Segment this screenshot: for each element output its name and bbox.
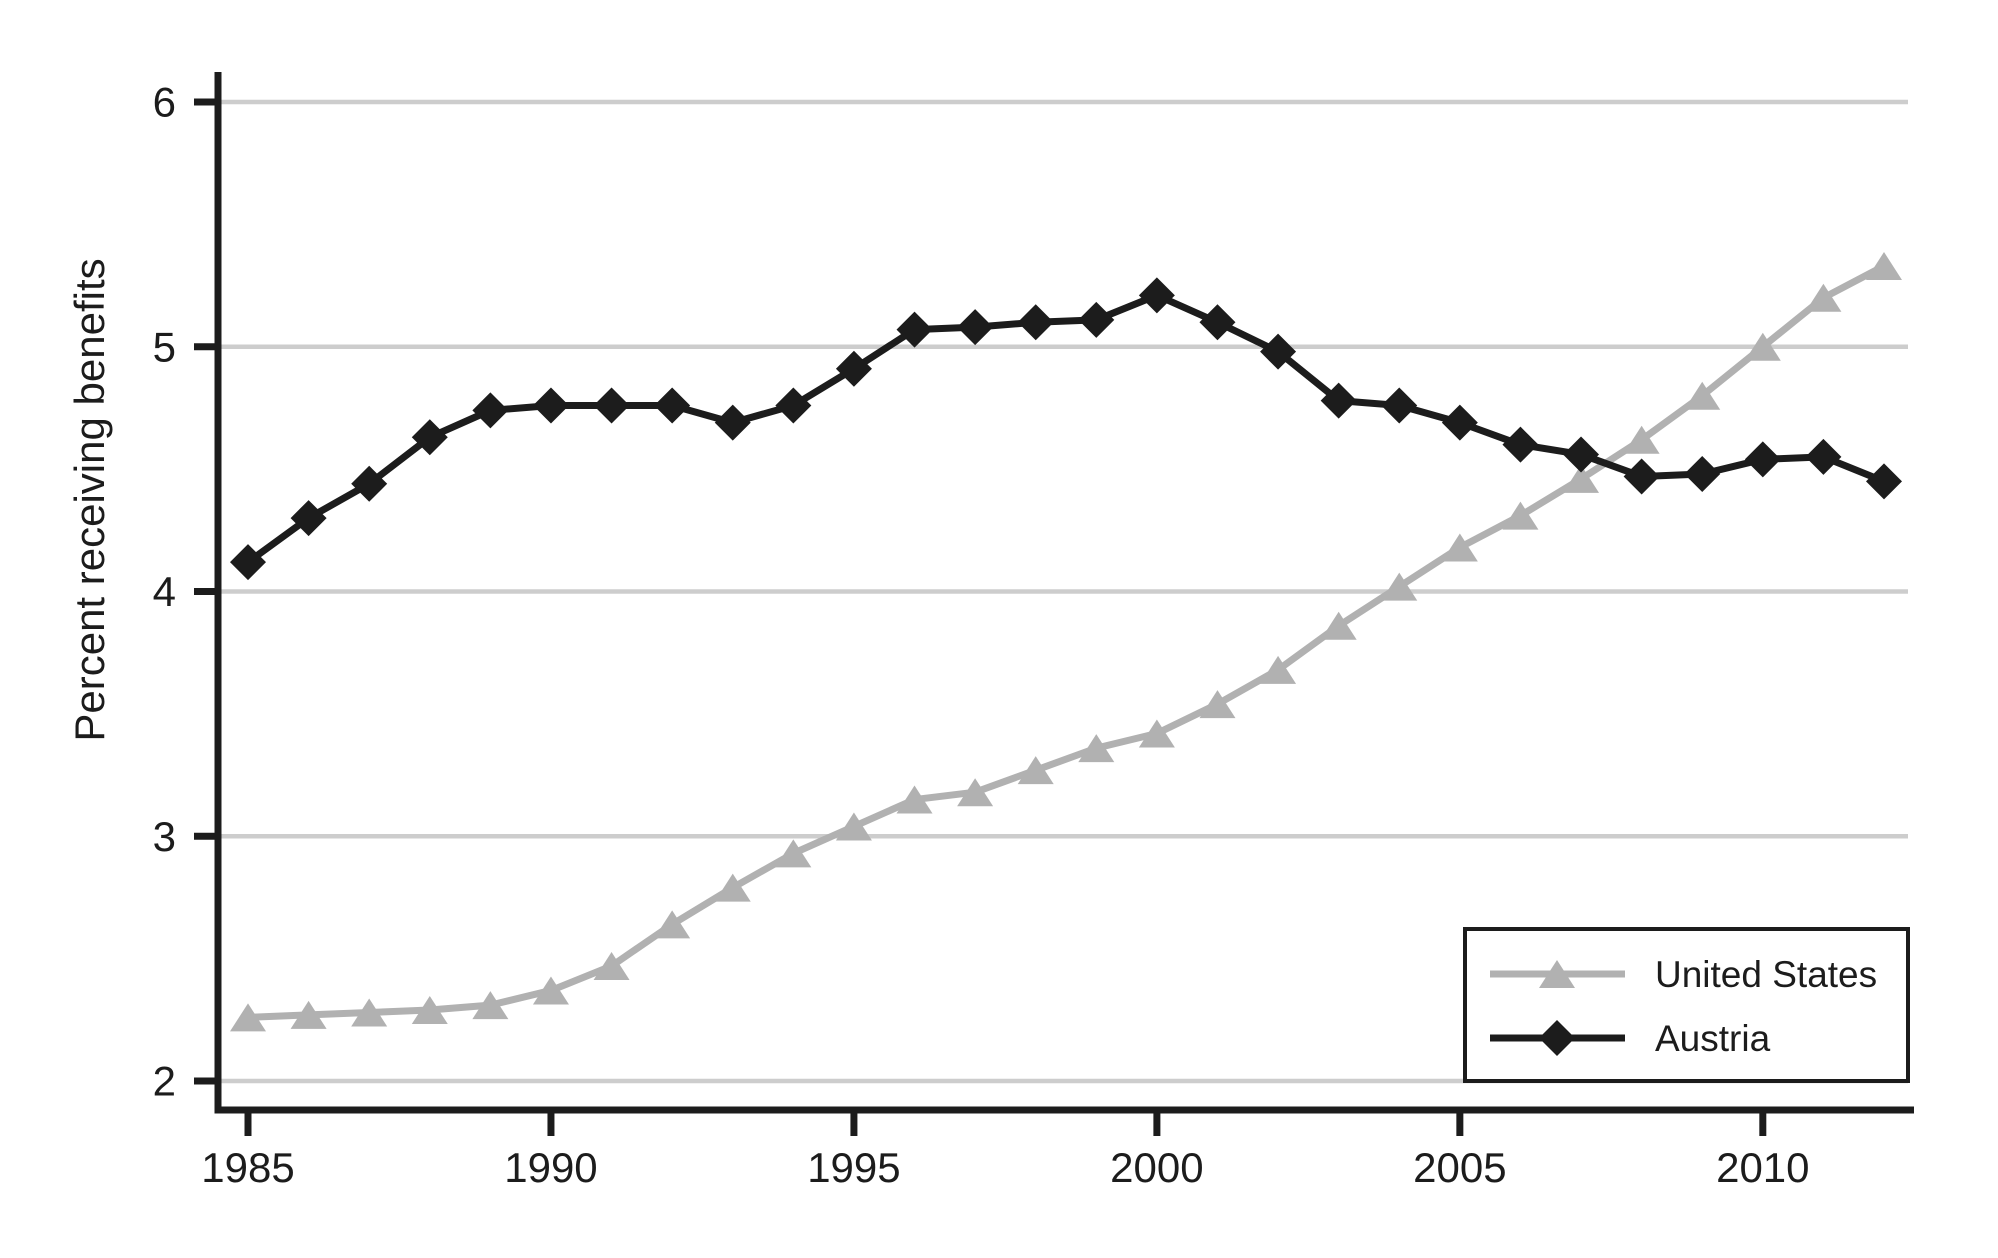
y-tick-label: 6: [153, 79, 176, 126]
series-layer: [230, 251, 1902, 1032]
series-austria-marker: [1805, 438, 1842, 475]
legend-item-united-states: United States: [1490, 954, 1877, 995]
x-tick-label: 2010: [1716, 1144, 1809, 1191]
series-united-states-marker: [714, 873, 751, 902]
series-austria-marker: [1502, 426, 1539, 463]
series-united-states-marker: [290, 1000, 327, 1029]
series-austria-marker: [411, 419, 448, 456]
series-united-states-marker: [351, 998, 388, 1027]
series-united-states-marker: [1866, 251, 1902, 280]
y-tick-label: 2: [153, 1058, 176, 1105]
series-united-states-marker: [1260, 655, 1297, 684]
series-austria-marker: [1563, 436, 1600, 473]
series-austria-marker: [714, 404, 751, 441]
series-austria-marker: [1320, 382, 1357, 419]
series-austria-marker: [1260, 333, 1297, 370]
series-austria-marker: [1744, 441, 1781, 478]
series-austria-marker: [957, 309, 994, 346]
series-austria-marker: [1623, 458, 1660, 495]
series-austria-marker: [230, 544, 266, 581]
x-tick-label: 2005: [1413, 1144, 1506, 1191]
series-austria: [230, 277, 1902, 581]
series-austria-marker: [351, 465, 388, 502]
series-united-states-marker: [835, 812, 872, 841]
series-austria-marker: [290, 500, 327, 537]
series-austria-marker: [835, 350, 872, 387]
legend-layer: United States Austria: [1463, 927, 1910, 1083]
series-united-states-marker: [1381, 572, 1418, 601]
x-tick-label: 1985: [201, 1144, 294, 1191]
series-united-states-marker: [1199, 690, 1236, 719]
series-austria-marker: [896, 311, 933, 348]
series-austria-marker: [654, 387, 691, 424]
series-austria-marker: [775, 387, 812, 424]
series-united-states-marker: [775, 839, 812, 868]
series-united-states-marker: [1805, 283, 1842, 312]
series-united-states-marker: [593, 951, 630, 980]
series-united-states-marker: [1320, 611, 1357, 640]
series-united-states-marker: [230, 1003, 266, 1032]
series-united-states-marker: [411, 996, 448, 1025]
series-united-states-marker: [1138, 719, 1175, 748]
series-united-states-marker: [654, 910, 691, 939]
series-united-states-marker: [532, 976, 569, 1005]
series-austria-marker: [593, 387, 630, 424]
series-austria-marker: [1381, 387, 1418, 424]
legend-austria-marker: [1539, 1020, 1575, 1056]
series-united-states: [230, 251, 1902, 1032]
y-axis-title: Percent receiving benefits: [66, 258, 113, 741]
legend-box: [1463, 927, 1910, 1083]
series-austria-marker: [1441, 404, 1478, 441]
series-austria-line: [245, 291, 1886, 565]
series-united-states-marker: [472, 991, 509, 1020]
legend-item-austria: Austria: [1490, 1018, 1771, 1059]
x-tick-label: 1990: [504, 1144, 597, 1191]
series-austria-marker: [1017, 304, 1054, 341]
series-united-states-marker: [1684, 381, 1721, 410]
series-austria-marker: [1138, 277, 1175, 314]
series-austria-marker: [1078, 301, 1115, 338]
legend-united-states-marker: [1539, 960, 1575, 988]
axis-layer: 2 3 4 5 6 1985 1990 1995 2000 2005 2010: [153, 72, 1914, 1191]
x-tick-label: 1995: [807, 1144, 900, 1191]
series-austria-marker: [1199, 304, 1236, 341]
series-united-states-marker: [1744, 332, 1781, 361]
legend-item-label: United States: [1655, 954, 1877, 995]
y-tick-label: 5: [153, 323, 176, 370]
series-austria-marker: [1866, 463, 1902, 500]
series-united-states-marker: [1078, 734, 1115, 763]
series-united-states-marker: [1441, 533, 1478, 562]
series-united-states-line: [247, 262, 1886, 1021]
series-united-states-marker: [1017, 756, 1054, 785]
series-united-states-marker: [1502, 501, 1539, 530]
series-united-states-marker: [1623, 425, 1660, 454]
series-austria-marker: [1684, 456, 1721, 493]
series-united-states-marker: [1563, 464, 1600, 493]
series-united-states-marker: [896, 785, 933, 814]
series-united-states-marker: [957, 778, 994, 807]
legend-item-label: Austria: [1655, 1018, 1771, 1059]
y-tick-label: 3: [153, 813, 176, 860]
series-austria-marker: [532, 387, 569, 424]
y-tick-label: 4: [153, 568, 176, 615]
series-austria-marker: [472, 392, 509, 429]
x-tick-label: 2000: [1110, 1144, 1203, 1191]
